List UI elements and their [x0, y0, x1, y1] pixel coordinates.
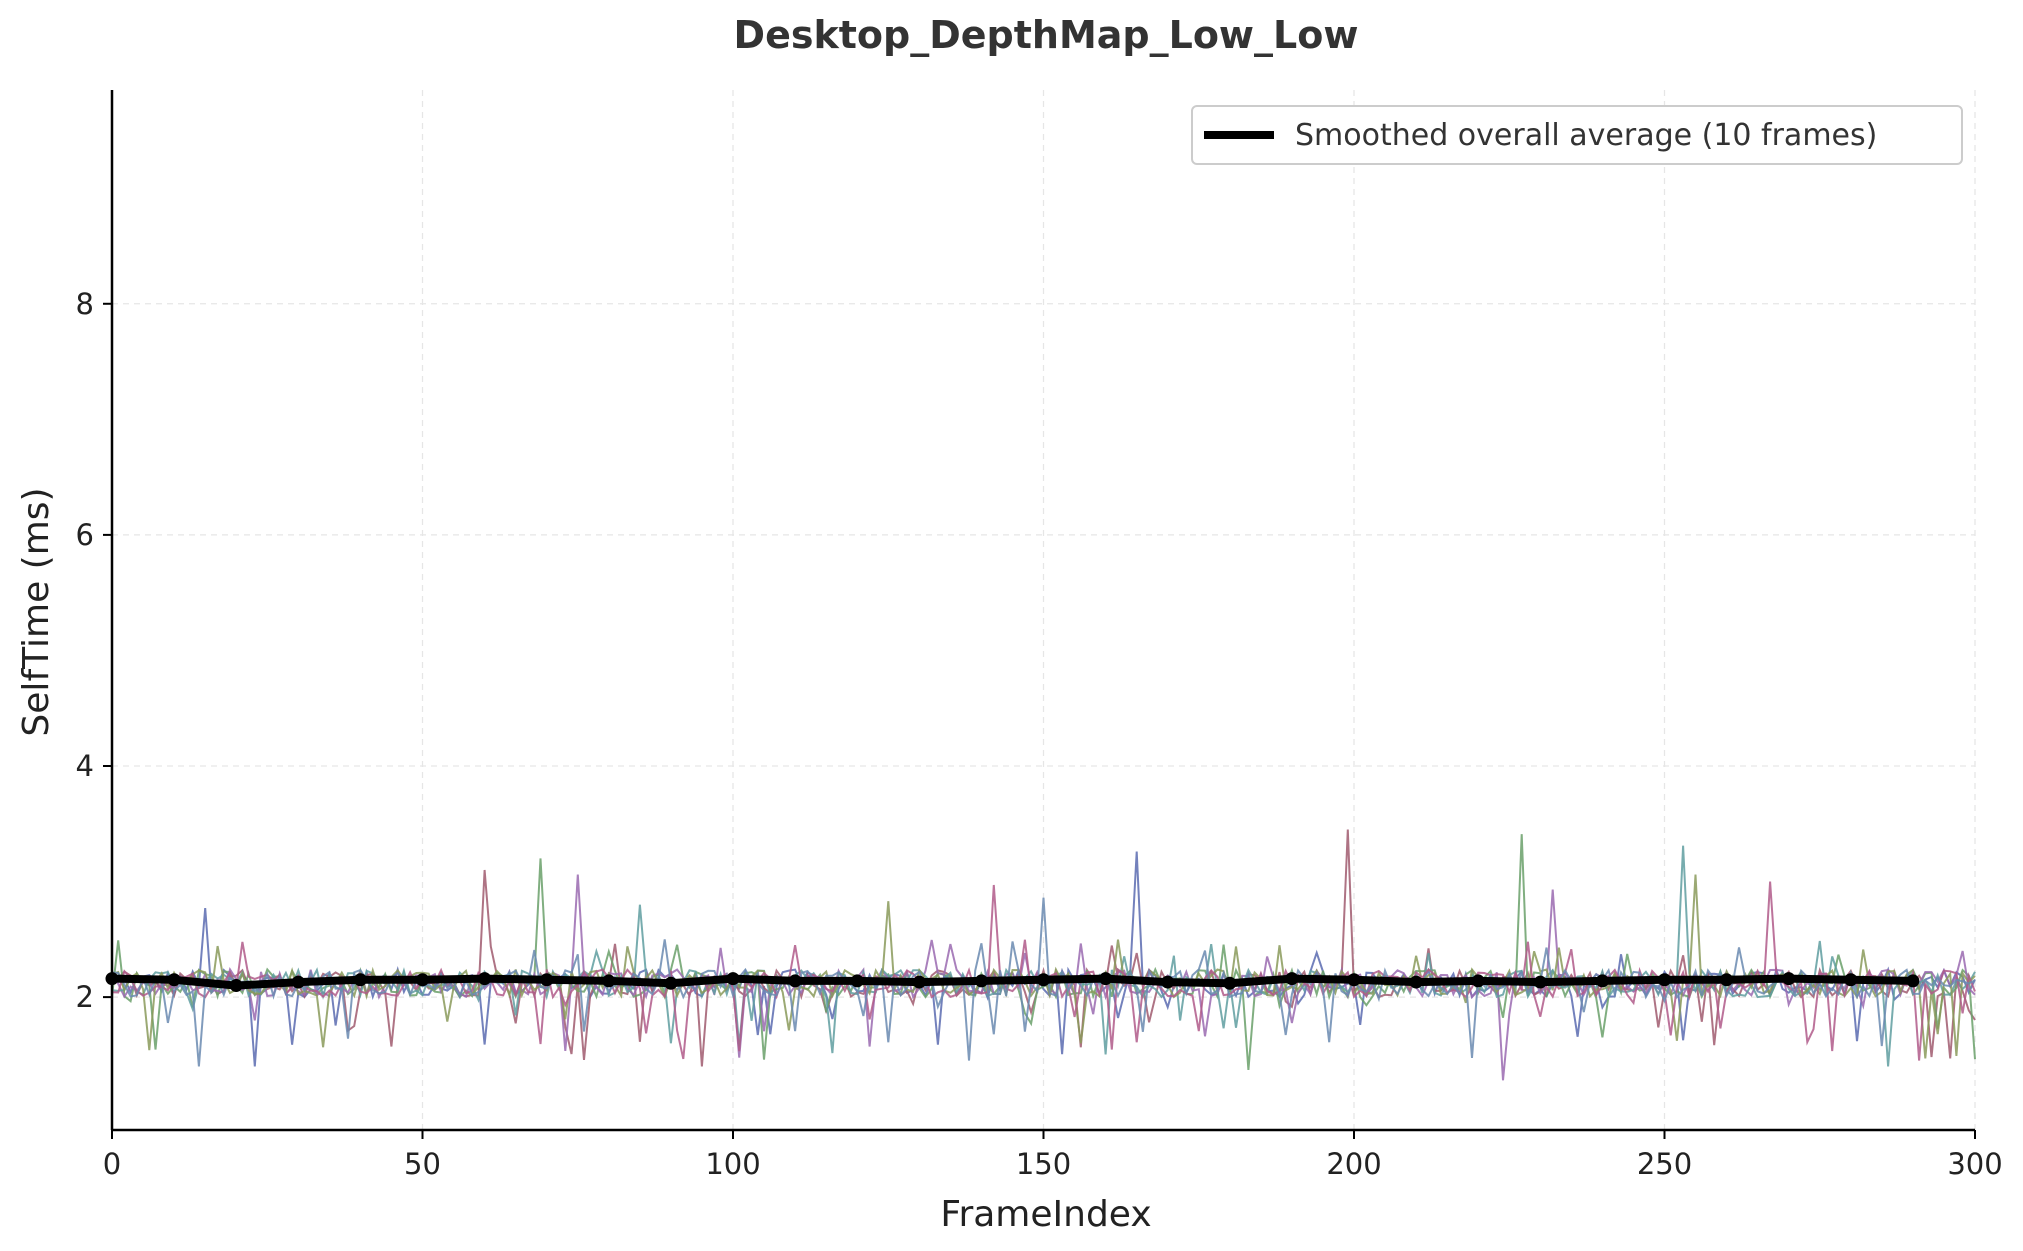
average-point	[416, 973, 429, 987]
average-point	[1409, 975, 1423, 989]
legend: Smoothed overall average (10 frames)	[1191, 105, 1963, 165]
average-point	[912, 975, 926, 989]
legend-box	[1191, 105, 1963, 165]
x-tick-label: 100	[705, 1147, 760, 1181]
x-tick-label: 250	[1637, 1147, 1692, 1181]
y-tick-label: 2	[76, 980, 94, 1014]
average-series-group	[105, 972, 1920, 993]
y-tick-label: 6	[76, 518, 94, 552]
y-tick-label: 8	[76, 287, 94, 321]
average-point	[850, 974, 864, 988]
average-point	[1720, 973, 1734, 987]
tick-labels: 0 50 100 150 200 250 300 2 4 6 8	[76, 287, 2003, 1181]
legend-label: Smoothed overall average (10 frames)	[1295, 118, 1877, 153]
average-point	[1285, 972, 1299, 986]
average-point	[167, 973, 181, 987]
average-point	[1533, 975, 1547, 989]
x-tick-label: 200	[1326, 1147, 1381, 1181]
average-point	[1471, 974, 1485, 988]
average-point	[974, 974, 988, 988]
x-tick-label: 0	[103, 1147, 121, 1181]
x-tick-label: 150	[1016, 1147, 1071, 1181]
average-point	[353, 973, 367, 987]
average-point	[726, 972, 740, 986]
average-point	[1099, 972, 1113, 986]
average-point	[1595, 974, 1609, 988]
axes	[103, 90, 1976, 1139]
average-point	[1161, 975, 1175, 989]
y-axis-label: SelfTime (ms)	[16, 487, 57, 736]
chart-title: Desktop_DepthMap_Low_Low	[734, 13, 1359, 57]
background-series-line	[111, 897, 1976, 1067]
average-point	[788, 974, 802, 988]
average-series-line	[111, 974, 1913, 990]
x-axis-label: FrameIndex	[940, 1194, 1151, 1235]
average-point	[291, 975, 305, 989]
grid	[111, 90, 1976, 1130]
average-point	[1223, 976, 1237, 990]
average-point	[1844, 973, 1858, 987]
average-point	[229, 979, 243, 993]
x-tick-label: 300	[1947, 1147, 2002, 1181]
average-point	[664, 976, 678, 990]
average-point	[1658, 973, 1671, 987]
average-point	[1347, 973, 1361, 987]
average-point	[478, 972, 492, 986]
y-tick-label: 4	[76, 749, 94, 783]
average-point	[1037, 973, 1050, 987]
average-point	[1782, 972, 1796, 986]
average-point	[602, 974, 616, 988]
x-tick-label: 50	[404, 1147, 441, 1181]
average-point	[540, 973, 554, 987]
average-point	[1906, 974, 1920, 988]
